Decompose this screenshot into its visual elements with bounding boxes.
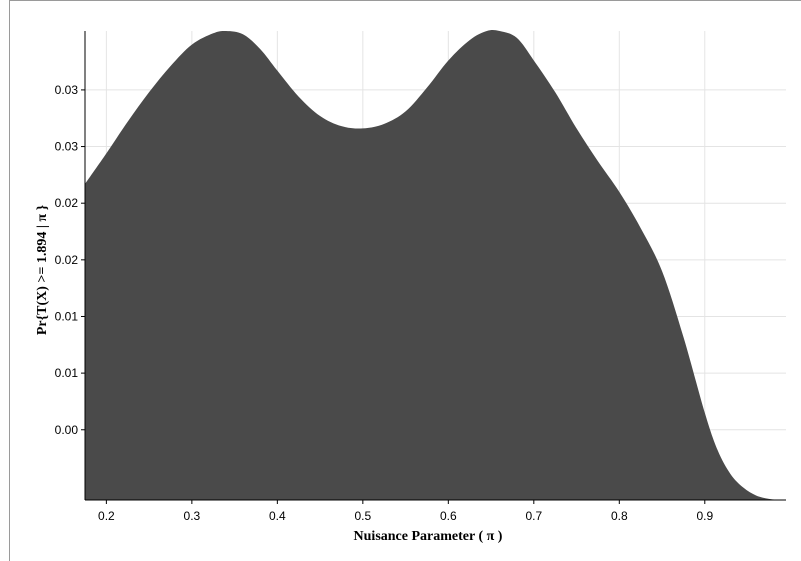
x-axis-title: Nuisance Parameter ( π ): [354, 529, 503, 544]
x-tick-label-2: 0.4: [269, 509, 286, 523]
page-border-left: [9, 0, 10, 561]
x-tick-label-4: 0.6: [440, 509, 457, 523]
x-tick-label-5: 0.7: [525, 509, 542, 523]
x-ticks: 0.2 0.3 0.4 0.5 0.6 0.7 0.8 0.9: [98, 500, 713, 523]
y-tick-label-0: 0.00: [55, 423, 79, 437]
y-tick-label-6: 0.03: [55, 83, 79, 97]
y-axis-title: Pr{T(X) >= 1.894 | π }: [35, 204, 50, 335]
x-tick-label-0: 0.2: [98, 509, 115, 523]
x-tick-label-3: 0.5: [354, 509, 371, 523]
x-tick-label-7: 0.9: [696, 509, 713, 523]
area-layer: [85, 30, 782, 500]
x-tick-label-1: 0.3: [184, 509, 201, 523]
axes: [84, 31, 786, 501]
y-ticks: 0.00 0.01 0.01 0.02 0.02 0.03 0.03: [55, 83, 85, 437]
page-border-top: [9, 0, 801, 1]
y-tick-label-3: 0.02: [55, 253, 79, 267]
x-tick-label-6: 0.8: [611, 509, 628, 523]
y-tick-label-1: 0.01: [55, 366, 79, 380]
probability-area: [85, 30, 782, 500]
y-tick-label-4: 0.02: [55, 196, 79, 210]
y-tick-label-2: 0.01: [55, 309, 79, 323]
y-tick-label-5: 0.03: [55, 140, 79, 154]
